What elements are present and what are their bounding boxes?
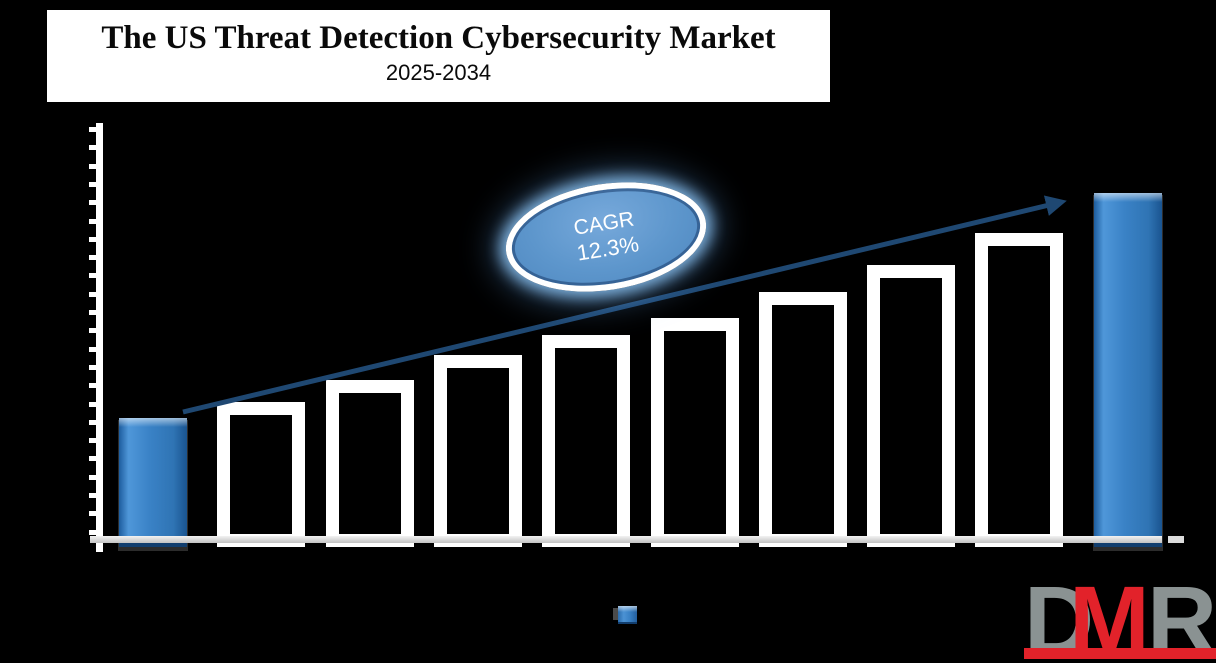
y-axis-tick <box>89 346 96 352</box>
y-axis-tick <box>89 474 96 480</box>
y-axis-tick <box>89 419 96 425</box>
y-axis-tick <box>89 383 96 389</box>
y-axis-tick <box>89 493 96 498</box>
y-axis-tick <box>89 181 96 187</box>
x-axis-end-tick <box>1168 536 1184 543</box>
bar-2025 <box>119 418 187 547</box>
y-axis-tick <box>89 310 96 315</box>
y-axis-tick <box>89 438 96 444</box>
y-axis-tick <box>89 364 96 370</box>
y-axis-tick <box>89 200 96 206</box>
y-axis-tick <box>89 127 96 132</box>
y-axis-tick <box>89 401 96 407</box>
y-axis-tick <box>89 236 96 242</box>
y-axis-tick <box>89 255 96 261</box>
bar-2027 <box>325 380 414 547</box>
y-axis-tick <box>89 456 96 462</box>
y-axis-line <box>96 123 103 552</box>
y-axis-tick <box>89 511 96 517</box>
bar-2034 <box>1093 193 1162 547</box>
y-axis-tick <box>89 163 96 169</box>
title-box: The US Threat Detection Cybersecurity Ma… <box>47 10 830 102</box>
y-axis-tick <box>89 529 96 535</box>
page-subtitle: 2025-2034 <box>385 60 492 85</box>
page-title: The US Threat Detection Cybersecurity Ma… <box>101 20 776 56</box>
bar-2031 <box>758 292 847 547</box>
y-axis-tick <box>89 291 96 297</box>
y-axis-tick <box>89 328 96 334</box>
y-axis-tick <box>89 273 96 279</box>
legend-marker-icon <box>613 606 637 624</box>
y-axis-tick <box>89 218 96 224</box>
y-axis-tick <box>89 145 96 151</box>
bar-2030 <box>650 318 739 547</box>
x-axis-line <box>90 536 1162 543</box>
